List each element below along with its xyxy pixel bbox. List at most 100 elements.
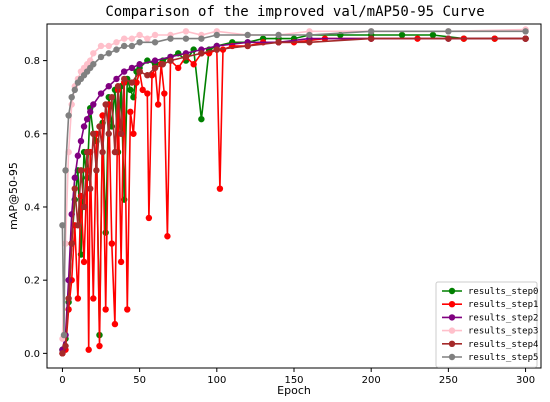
legend-marker — [448, 287, 456, 295]
data-point — [198, 50, 205, 57]
data-point — [71, 185, 78, 192]
data-point — [117, 130, 125, 137]
data-point — [167, 35, 174, 42]
data-point — [154, 101, 162, 108]
data-point — [120, 75, 128, 83]
data-point — [113, 75, 120, 83]
legend-label: results_step1 — [468, 300, 538, 310]
data-point — [182, 28, 190, 35]
data-point — [74, 222, 82, 229]
x-tick-label: 250 — [439, 375, 458, 386]
y-axis: 0.0 0.2 0.4 0.6 0.8 — [24, 56, 47, 360]
data-point — [105, 42, 112, 50]
data-point — [99, 148, 106, 156]
data-point — [429, 31, 437, 39]
data-point — [213, 31, 221, 39]
data-point — [139, 86, 146, 94]
data-point — [102, 229, 109, 236]
data-point — [130, 130, 137, 137]
y-tick-label: 0.2 — [24, 276, 40, 287]
data-point — [136, 31, 143, 39]
data-point — [74, 152, 82, 159]
data-point — [144, 35, 151, 42]
data-point — [151, 31, 159, 39]
data-point — [136, 39, 143, 46]
data-point — [96, 123, 103, 130]
series-line — [61, 37, 526, 350]
legend-label: results_step4 — [468, 340, 538, 350]
data-point — [367, 28, 375, 35]
series-results_step5 — [59, 28, 529, 339]
data-point — [175, 64, 182, 72]
data-point — [164, 233, 171, 240]
data-point — [216, 185, 224, 192]
data-point — [182, 53, 190, 61]
x-axis: 0 50 100 150 200 250 300 — [59, 368, 535, 386]
data-point — [128, 64, 136, 72]
data-point — [80, 258, 88, 266]
legend: results_step0 results_step1 results_step2r… — [435, 281, 538, 368]
data-point — [120, 35, 128, 42]
data-point — [90, 295, 97, 302]
data-point — [124, 306, 131, 313]
data-point — [144, 90, 151, 97]
data-point — [244, 42, 251, 50]
data-point — [120, 68, 128, 75]
data-point — [90, 101, 97, 108]
data-point — [275, 39, 282, 46]
data-point — [68, 240, 75, 247]
y-tick-label: 0.8 — [24, 56, 40, 67]
data-point — [159, 61, 166, 68]
data-point — [80, 203, 88, 211]
data-point — [151, 39, 159, 46]
legend-marker — [448, 353, 456, 361]
data-point — [59, 350, 66, 357]
data-point — [96, 342, 103, 350]
data-point — [108, 240, 116, 247]
data-point — [77, 167, 85, 174]
data-point — [136, 61, 143, 68]
data-point — [127, 108, 134, 116]
x-tick-label: 100 — [207, 375, 226, 386]
data-point — [198, 115, 205, 123]
data-point — [128, 42, 136, 50]
data-point — [90, 130, 97, 137]
legend-label: results_step5 — [468, 353, 538, 363]
data-point — [167, 57, 174, 64]
data-point — [522, 35, 529, 42]
plot-data — [59, 26, 529, 357]
data-point — [97, 42, 105, 50]
data-point — [111, 320, 119, 328]
y-axis-label: mAP@50-95 — [7, 162, 20, 230]
data-point — [85, 346, 92, 353]
data-point — [133, 79, 140, 86]
legend-label: results_step0 — [468, 287, 538, 297]
data-point — [113, 46, 120, 53]
data-point — [148, 72, 156, 79]
data-point — [83, 115, 91, 123]
data-point — [60, 331, 68, 339]
data-point — [151, 64, 159, 72]
data-point — [105, 50, 112, 57]
data-point — [128, 35, 136, 42]
data-point — [77, 137, 85, 145]
data-point — [145, 214, 153, 222]
data-point — [190, 61, 197, 68]
x-tick-label: 150 — [284, 375, 303, 386]
legend-marker — [448, 327, 456, 334]
data-point — [87, 185, 94, 192]
data-point — [161, 90, 168, 97]
series-results_step4 — [59, 35, 529, 357]
data-point — [97, 53, 105, 61]
x-tick-label: 300 — [516, 375, 535, 386]
data-point — [306, 31, 313, 39]
data-point — [117, 258, 125, 266]
data-point — [275, 31, 282, 39]
data-point — [398, 31, 406, 39]
data-point — [198, 35, 205, 42]
data-point — [113, 39, 120, 46]
legend-box — [435, 281, 538, 368]
data-point — [367, 35, 375, 42]
data-point — [244, 31, 251, 39]
